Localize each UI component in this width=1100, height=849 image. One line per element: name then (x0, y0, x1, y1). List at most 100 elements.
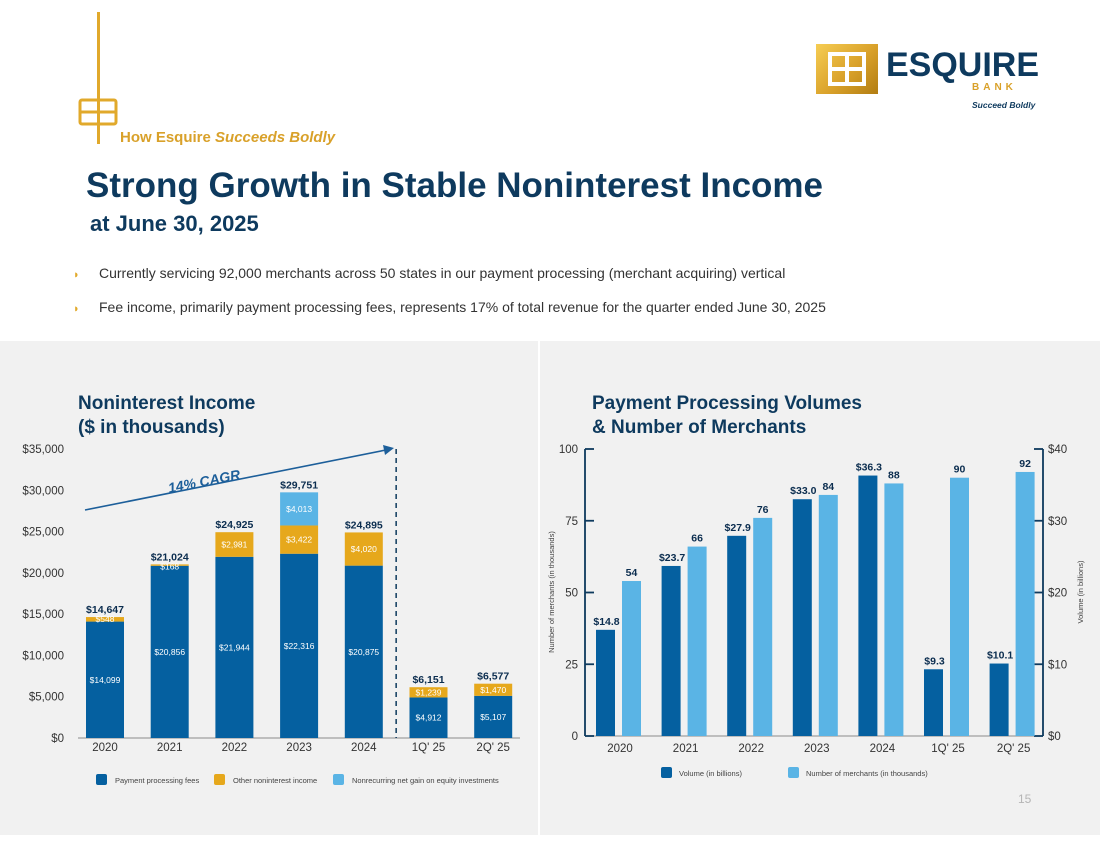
logo-wordmark: ESQUIRE (886, 46, 1040, 84)
x-tick-label: 2023 (286, 742, 312, 754)
bullet-icon: ◗ (73, 269, 80, 281)
esquire-bank-logo: ESQUIRE BANK Succeed Boldly (816, 44, 1040, 114)
cagr-arrow-head (383, 445, 394, 455)
merchants-value-label: 66 (691, 533, 703, 545)
bar-segment (409, 697, 448, 738)
segment-value-label: $1,470 (480, 685, 506, 695)
tagline: How Esquire Succeeds Boldly (120, 129, 335, 146)
volume-value-label: $36.3 (856, 462, 882, 474)
y-tick-label: $10,000 (22, 650, 64, 662)
segment-value-label: $1,239 (416, 687, 442, 697)
x-tick-label: 2021 (157, 742, 183, 754)
bullet-item: ◗ Fee income, primarily payment processin… (73, 299, 826, 315)
merchants-value-label: 54 (626, 567, 638, 579)
bar-segment (474, 695, 513, 738)
page-subtitle: at June 30, 2025 (90, 211, 259, 236)
x-tick-label: 2Q' 25 (997, 743, 1031, 755)
y-axis-left-label: Number of merchants (in thousands) (547, 531, 556, 653)
logo-gold-box (816, 44, 878, 94)
volume-value-label: $27.9 (725, 522, 751, 534)
volume-value-label: $14.8 (593, 616, 619, 628)
bullet-icon: ◗ (73, 303, 80, 315)
bar-segment (150, 564, 189, 566)
bar-segment (86, 617, 124, 622)
bar-segment (215, 532, 254, 557)
segment-value-label: $168 (160, 561, 179, 571)
segment-value-label: $20,875 (348, 647, 379, 657)
volume-value-label: $9.3 (924, 655, 945, 667)
merchants-value-label: 84 (822, 481, 834, 493)
legend-swatch (214, 774, 225, 785)
segment-value-label: $4,013 (286, 504, 312, 514)
y-tick-label: 100 (559, 444, 578, 456)
legend-swatch (96, 774, 107, 785)
bar-total-label: $6,577 (477, 671, 509, 683)
x-tick-label: 2022 (738, 743, 764, 755)
legend-label: Other noninterest income (233, 776, 317, 785)
y-tick-label: 50 (565, 588, 578, 600)
legend-label: Payment processing fees (115, 776, 199, 785)
volume-value-label: $10.1 (987, 650, 1013, 662)
bar-total-label: $24,925 (215, 519, 253, 531)
volume-bar (924, 669, 943, 736)
volume-bar (727, 535, 747, 736)
bar-segment (280, 525, 319, 554)
bar-segment (150, 565, 189, 738)
segment-value-label: $5,107 (480, 712, 506, 722)
bar-total-label: $14,647 (86, 604, 124, 616)
chart-title-line: Noninterest Income (78, 393, 256, 414)
merchants-bar (753, 517, 773, 736)
segment-value-label: $4,020 (351, 544, 377, 554)
legend-label: Number of merchants (in thousands) (806, 769, 928, 778)
volume-bar (661, 565, 681, 736)
bar-segment (474, 683, 513, 696)
y-tick-label: $30 (1048, 516, 1067, 528)
segment-value-label: $14,099 (90, 675, 121, 685)
cagr-arrow-line (84, 449, 387, 511)
segment-value-label: $2,981 (221, 539, 247, 549)
volume-bar (989, 663, 1009, 736)
legend-swatch (788, 767, 799, 778)
panel-divider (538, 341, 540, 835)
volume-bar (792, 499, 812, 736)
gold-vertical-rule (97, 12, 100, 144)
merchants-bar (622, 581, 641, 736)
chart-title-volumes: Payment Processing Volumes & Number of M… (592, 392, 862, 440)
segment-value-label: $20,856 (154, 647, 185, 657)
legend-swatch (333, 774, 344, 785)
x-tick-label: 2020 (92, 742, 118, 754)
x-tick-label: 2024 (870, 743, 896, 755)
legend-swatch (661, 767, 672, 778)
bullet-text: Currently servicing 92,000 merchants acr… (99, 265, 786, 281)
bar-total-label: $6,151 (412, 674, 444, 686)
legend-label: Nonrecurring net gain on equity investme… (352, 776, 499, 785)
y-axis-right-label: Volume (in billions) (1076, 560, 1085, 623)
merchants-value-label: 92 (1019, 458, 1031, 470)
merchants-bar (1015, 471, 1035, 736)
merchants-bar (950, 477, 969, 736)
bar-total-label: $24,895 (345, 519, 383, 531)
x-tick-label: 2022 (222, 742, 248, 754)
y-tick-label: $20,000 (22, 568, 64, 580)
merchants-value-label: 90 (954, 464, 966, 476)
bar-segment (86, 621, 124, 738)
x-tick-label: 2Q' 25 (476, 742, 510, 754)
logo-slogan: Succeed Boldly (972, 100, 1036, 110)
x-tick-label: 2023 (804, 743, 830, 755)
y-tick-label: $15,000 (22, 609, 64, 621)
y-tick-label: 75 (565, 516, 578, 528)
y-tick-label: $25,000 (22, 527, 64, 539)
bullet-text: Fee income, primarily payment processing… (99, 299, 826, 315)
y-tick-label: $0 (51, 733, 64, 745)
volume-value-label: $23.7 (659, 552, 685, 564)
merchants-bar (818, 494, 838, 736)
merchants-value-label: 76 (757, 504, 769, 516)
y-tick-label: 25 (565, 659, 578, 671)
y-tick-label: $40 (1048, 444, 1067, 456)
segment-value-label: $4,912 (416, 713, 442, 723)
tagline-lead: How Esquire (120, 129, 216, 146)
legend-label: Volume (in billions) (679, 769, 742, 778)
x-tick-label: 1Q' 25 (931, 743, 965, 755)
page-title: Strong Growth in Stable Noninterest Inco… (86, 166, 823, 205)
